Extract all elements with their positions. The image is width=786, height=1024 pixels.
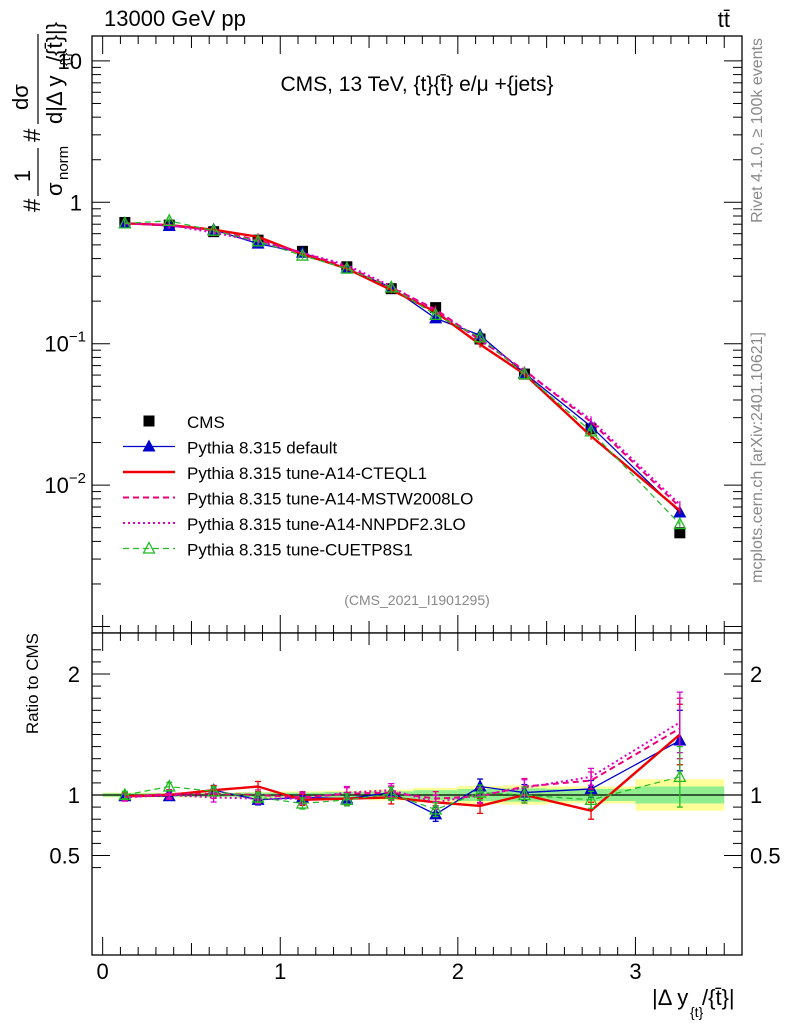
ratio-panel: 2 2 1 1 0.5 0.5 0 1 2 3 Ratio to CMS — [23, 632, 781, 984]
legend-entry-3: Pythia 8.315 tune-A14-MSTW2008LO — [123, 490, 473, 509]
data-point — [340, 261, 354, 274]
legend-label: Pythia 8.315 default — [187, 439, 338, 458]
ylabel-sigma-den: σ — [42, 182, 67, 196]
ratio-point — [384, 786, 398, 799]
series-line — [124, 222, 681, 508]
ratio-line — [124, 727, 681, 800]
ratio-ticks — [92, 633, 742, 955]
legend-marker — [142, 439, 156, 452]
ratio-line — [124, 776, 680, 811]
main-ticks — [92, 36, 742, 633]
main-frame — [91, 35, 743, 634]
analysis-id: (CMS_2021_I1901295) — [344, 592, 490, 608]
data-point — [251, 233, 265, 247]
plot-title: CMS, 13 TeV, {t}{t̄} e/μ +{jets} — [280, 73, 553, 96]
series-5 — [118, 213, 687, 530]
ratio-point — [340, 792, 354, 805]
x-axis-label: |Δ y {t} /{t̄}| — [652, 985, 735, 1020]
main-y-axis-label: # 1 σ norm # dσ d|Δ y {t} /{t̄}|} — [8, 22, 73, 212]
ratio-ytick-labels: 2 2 1 1 0.5 0.5 — [49, 662, 780, 869]
x-tick-label: 3 — [629, 959, 641, 984]
ratio-point — [162, 779, 176, 792]
data-point — [384, 280, 398, 293]
svg-text:#: # — [19, 128, 46, 142]
data-point — [673, 516, 687, 530]
legend-marker — [142, 541, 156, 554]
ratio-point — [673, 769, 687, 782]
legend-entry-4: Pythia 8.315 tune-A14-NNPDF2.3LO — [123, 515, 466, 534]
legend-entry-0: CMS — [143, 413, 225, 432]
mcplots-label: mcplots.cern.ch [arXiv:2401.10621] — [749, 332, 766, 583]
data-point — [295, 248, 310, 261]
xlabel-sub: {t} — [690, 1004, 704, 1020]
y-tick-label: 10 — [58, 49, 82, 74]
data-point — [584, 423, 598, 437]
ratio-y-tick-label-right: 1 — [750, 783, 762, 808]
x-tick-label: 1 — [274, 959, 286, 984]
ratio-y-tick-label: 2 — [68, 662, 80, 687]
main-data — [118, 213, 687, 539]
data-point — [674, 527, 686, 539]
ratio-point — [207, 783, 221, 797]
ratio-point — [118, 787, 132, 801]
legend-marker — [143, 415, 155, 427]
legend-entry-1: Pythia 8.315 default — [123, 439, 338, 458]
main-panel: 10 1 10−1 10−2 CMS, 13 TeV, {t}{t̄} e/μ +{j… — [44, 35, 743, 634]
ratio-data — [118, 691, 687, 823]
ratio-point — [584, 792, 598, 805]
ratio-point — [251, 790, 265, 803]
ratio-y-tick-label: 0.5 — [49, 844, 80, 869]
legend-entry-2: Pythia 8.315 tune-A14-CTEQL1 — [123, 464, 427, 483]
x-tick-label: 2 — [452, 959, 464, 984]
ratio-series-4 — [118, 745, 687, 818]
xlabel-tail: /{t̄}| — [702, 985, 735, 1010]
ratio-y-tick-label-right: 0.5 — [750, 844, 781, 869]
ratio-point — [429, 802, 443, 815]
ylabel-hash: # — [19, 198, 46, 212]
data-point — [473, 329, 487, 343]
ratio-point — [517, 787, 532, 801]
ylabel-deriv-num: dσ — [8, 84, 33, 110]
x-tick-label: 0 — [97, 959, 109, 984]
ratio-line — [124, 721, 681, 804]
rivet-version-label: Rivet 4.1.0, ≥ 100k events — [749, 38, 766, 223]
data-point — [162, 213, 176, 226]
data-point — [207, 223, 221, 236]
beam-label: 13000 GeV pp — [104, 6, 246, 31]
series-line — [124, 220, 681, 525]
legend-label: Pythia 8.315 tune-A14-NNPDF2.3LO — [187, 515, 466, 534]
xlabel-main: |Δ y — [652, 985, 688, 1010]
ylabel-deriv-tail: /{t̄}|} — [42, 22, 67, 62]
main-ytick-labels: 10 1 10−1 10−2 — [44, 49, 86, 498]
series-line — [124, 222, 681, 506]
y-tick-label: 1 — [70, 190, 82, 215]
data-point — [517, 366, 532, 380]
ylabel-deriv-den: d|Δ y — [42, 75, 67, 124]
data-point — [429, 307, 443, 321]
legend-label: Pythia 8.315 tune-A14-CTEQL1 — [187, 464, 427, 483]
y-tick-label: 10−1 — [44, 329, 86, 357]
legend-label: Pythia 8.315 tune-A14-MSTW2008LO — [187, 490, 473, 509]
y-tick-label: 10−2 — [44, 470, 86, 498]
legend: CMS Pythia 8.315 default Pythia 8.315 tune… — [123, 413, 473, 560]
ratio-point — [295, 796, 310, 809]
process-label: tt̄ — [718, 7, 730, 32]
legend-entry-5: Pythia 8.315 tune-CUETP8S1 — [123, 541, 413, 560]
ratio-y-tick-label-right: 2 — [750, 662, 762, 687]
ratio-point — [473, 785, 487, 798]
ylabel-sigma-sub: norm — [55, 146, 72, 180]
legend-label: Pythia 8.315 tune-CUETP8S1 — [187, 541, 413, 560]
legend-label: CMS — [187, 413, 225, 432]
ratio-y-axis-label: Ratio to CMS — [23, 633, 42, 734]
ylabel-deriv-sub: {t} — [57, 52, 73, 66]
svg-text:#: # — [19, 198, 46, 212]
ylabel-sigma-num: 1 — [10, 170, 35, 182]
ratio-y-tick-label: 1 — [68, 783, 80, 808]
data-point — [118, 215, 132, 229]
xtick-labels: 0 1 2 3 — [97, 959, 642, 984]
